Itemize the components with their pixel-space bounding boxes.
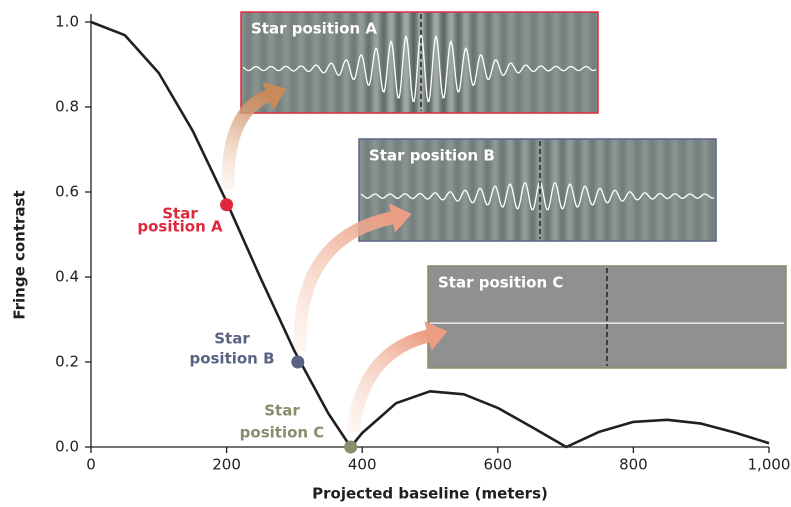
star-label: position A <box>137 218 223 236</box>
star-point <box>344 441 357 454</box>
star-point <box>291 356 304 369</box>
y-tick-label: 0.8 <box>55 98 79 116</box>
star-point <box>220 198 233 211</box>
x-tick-label: 400 <box>348 456 377 474</box>
chart: Projected baseline (meters) Fringe contr… <box>0 0 791 507</box>
y-axis-label: Fringe contrast <box>11 190 29 319</box>
x-tick-label: 200 <box>212 456 241 474</box>
y-tick-label: 0.6 <box>55 183 79 201</box>
star-label: Star <box>214 330 250 348</box>
x-tick-label: 600 <box>483 456 512 474</box>
x-tick-label: 0 <box>86 456 96 474</box>
y-tick-label: 0.0 <box>55 438 79 456</box>
panel-title: Star position B <box>369 147 495 165</box>
panel-title: Star position A <box>251 20 377 38</box>
x-axis-label: Projected baseline (meters) <box>312 485 548 503</box>
x-tick-label: 800 <box>619 456 648 474</box>
x-tick-label: 1,000 <box>748 456 791 474</box>
star-label: position B <box>189 350 274 368</box>
y-tick-label: 0.4 <box>55 268 79 286</box>
arrow-shaft <box>353 336 428 432</box>
panel-title: Star position C <box>438 274 563 292</box>
star-label: Star <box>264 402 300 420</box>
y-tick-label: 1.0 <box>55 13 79 31</box>
y-tick-label: 0.2 <box>55 353 79 371</box>
star-label: position C <box>240 424 325 442</box>
